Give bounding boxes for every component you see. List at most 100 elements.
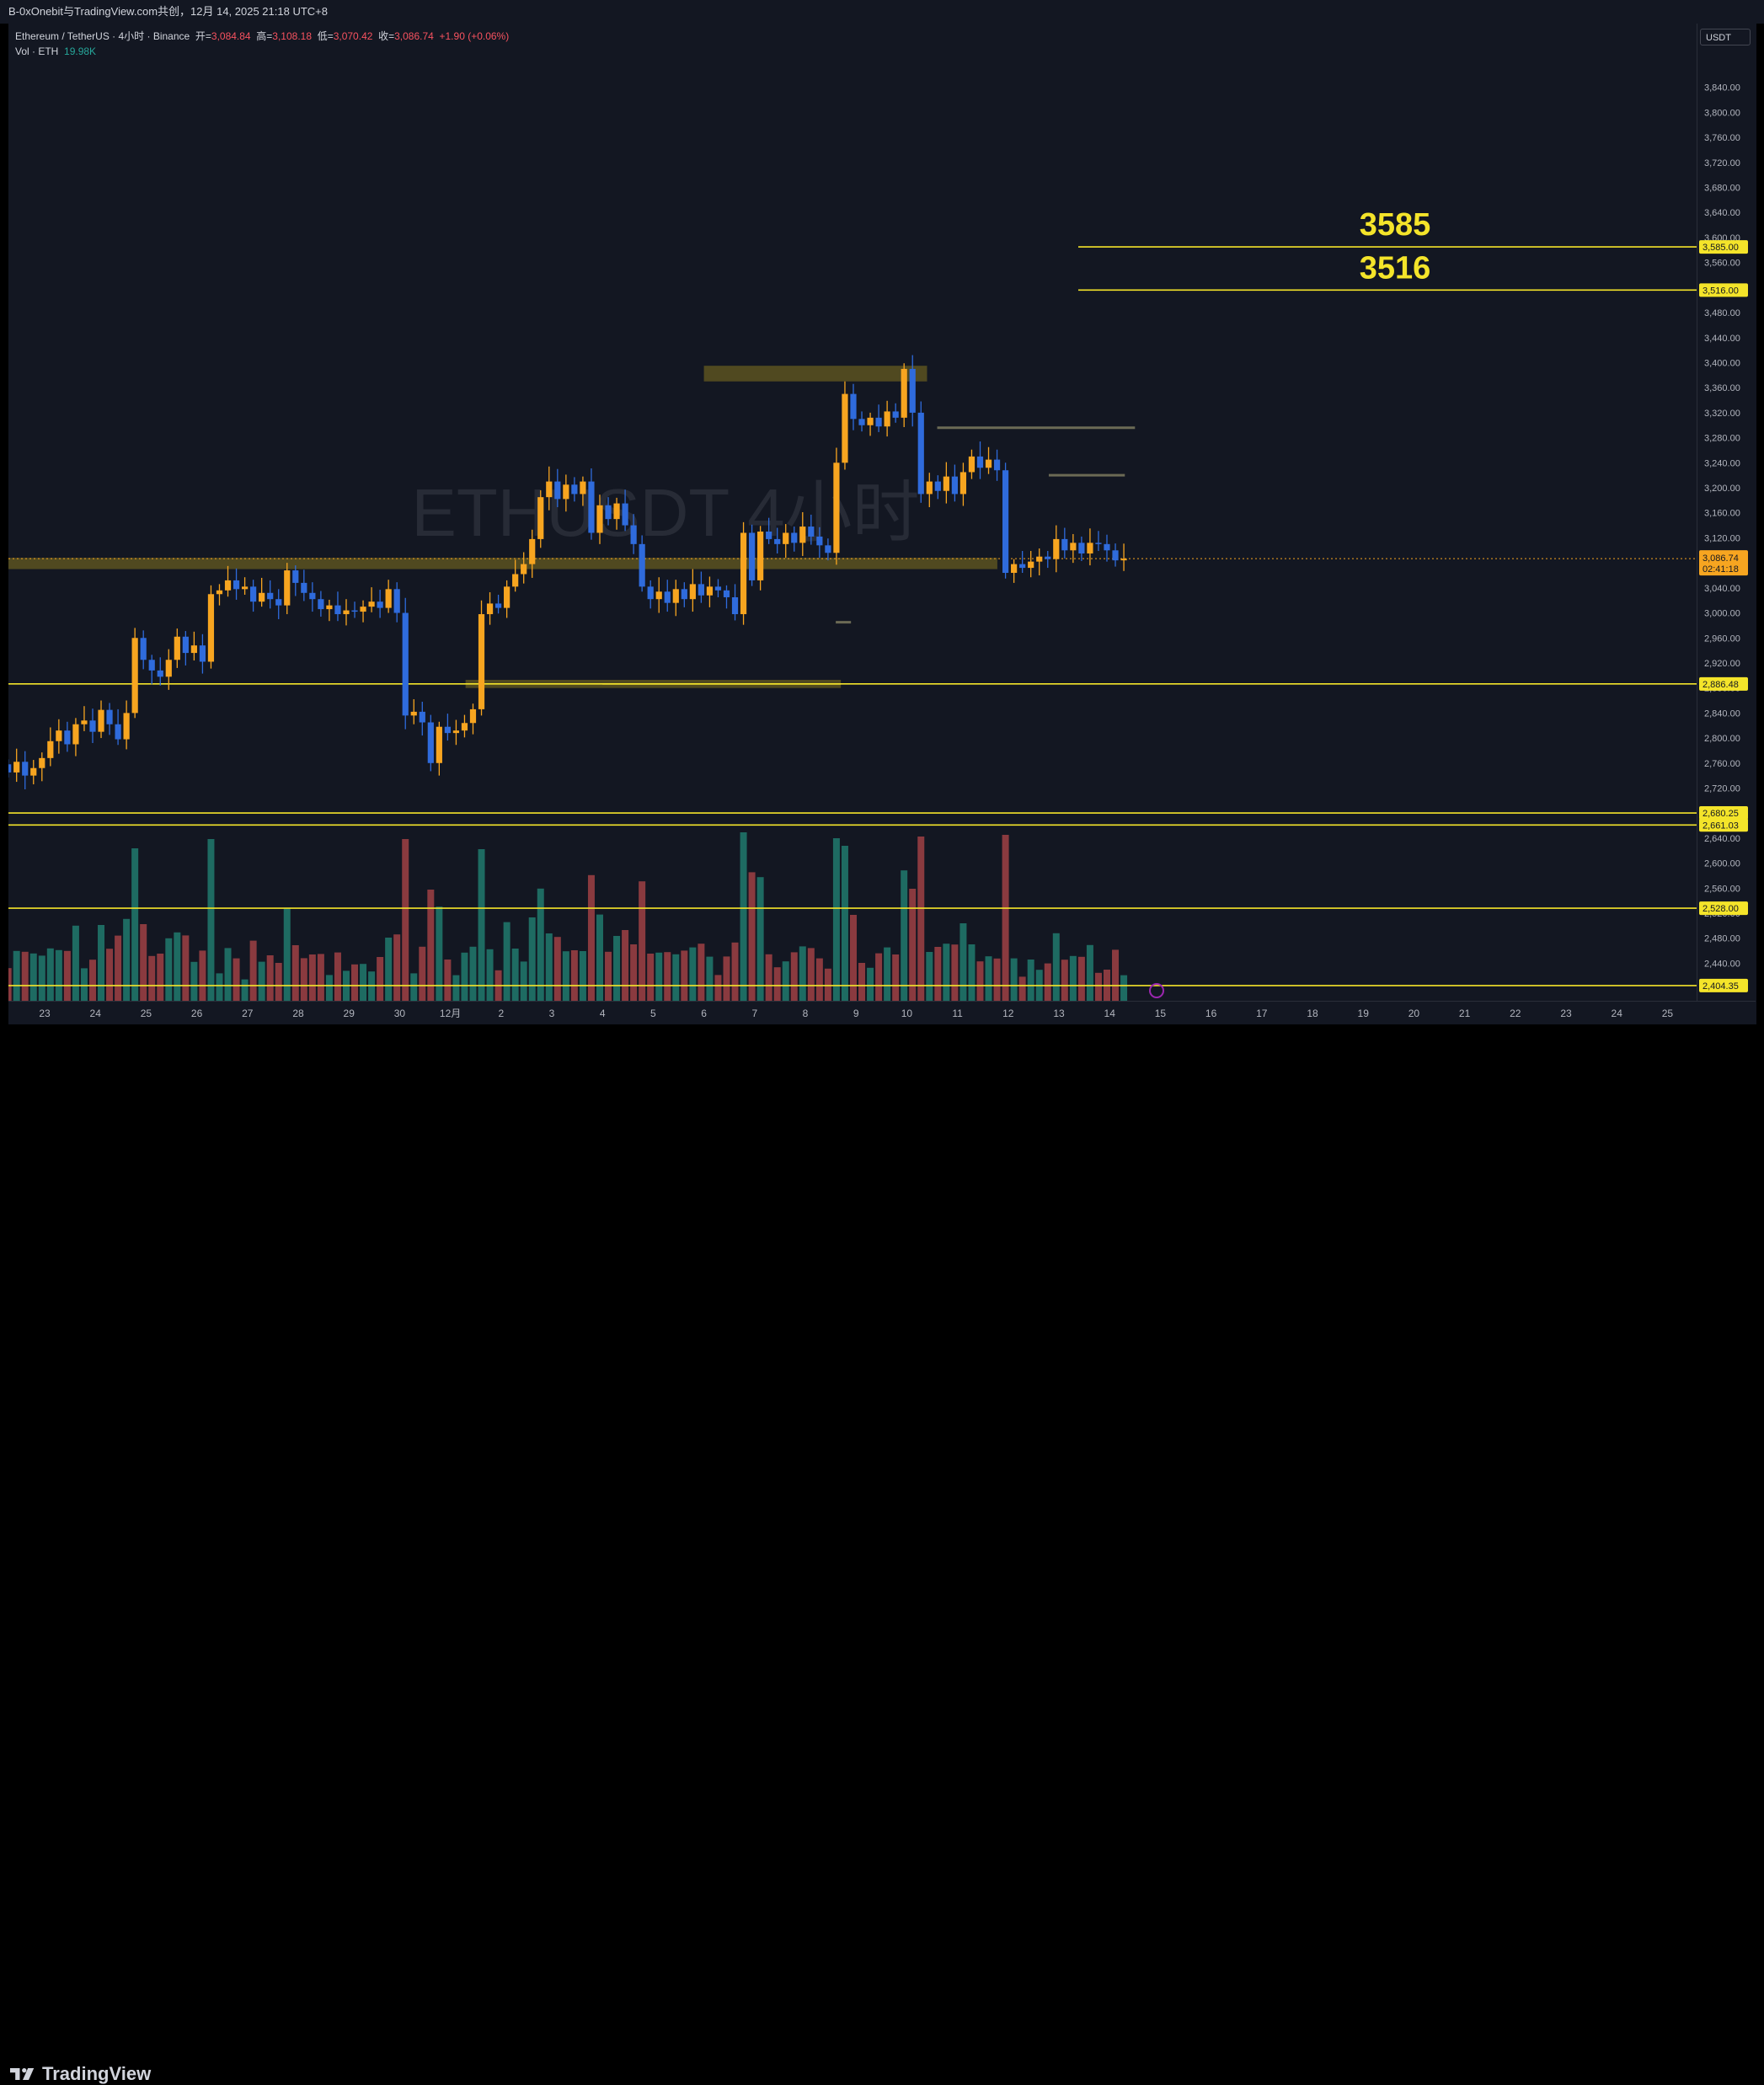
- currency-selector[interactable]: USDT: [1700, 29, 1751, 45]
- legend-high-label: 高=: [256, 30, 273, 42]
- candle-body: [867, 417, 874, 425]
- volume-bar: [444, 960, 452, 1001]
- volume-bar: [190, 961, 198, 1001]
- volume-bar: [545, 933, 553, 1001]
- price-tick-label: 2,800.00: [1704, 734, 1740, 744]
- volume-bar: [748, 872, 756, 1001]
- volume-bar: [140, 924, 147, 1001]
- volume-bar: [461, 952, 468, 1001]
- level-price-badge-text: 2,886.48: [1703, 680, 1739, 690]
- volume-bar: [224, 948, 232, 1001]
- price-tick-label: 3,640.00: [1704, 208, 1740, 218]
- legend-open-label: 开=: [195, 30, 211, 42]
- candle-body: [757, 532, 764, 580]
- time-tick-label: 18: [1307, 1008, 1318, 1019]
- candle-body: [951, 476, 958, 495]
- candle-body: [318, 599, 324, 610]
- volume-bar: [976, 961, 984, 1001]
- level-price-badge: [1699, 806, 1748, 821]
- current-price-badge: [1699, 550, 1748, 576]
- candle-body: [72, 724, 79, 745]
- candle-body: [571, 484, 578, 495]
- candle-body: [1036, 556, 1043, 562]
- volume-bar: [901, 870, 908, 1001]
- volume-bar: [698, 944, 705, 1001]
- time-axis[interactable]: 23 24 25 26 27 28 29 30 12月 2 3 4 5 6 7 8 9 10 11 12 13 14 15 1…: [8, 1001, 1756, 1025]
- volume-bar: [824, 968, 831, 1001]
- price-tick-label: 2,720.00: [1704, 783, 1740, 794]
- volume-bar: [655, 952, 663, 1001]
- candle-body: [452, 730, 460, 734]
- price-tick-label: 3,280.00: [1704, 434, 1740, 444]
- volume-bar: [985, 956, 992, 1001]
- replay-icon: [1149, 983, 1164, 998]
- candle-body: [275, 599, 282, 606]
- volume-bar: [689, 947, 697, 1001]
- time-tick-label: 29: [344, 1008, 355, 1019]
- candle-body: [216, 590, 223, 595]
- candle-body: [123, 713, 130, 740]
- time-tick-label: 19: [1358, 1008, 1370, 1019]
- volume-bar: [283, 908, 291, 1001]
- level-price-badge: [1699, 818, 1748, 832]
- price-tick-label: 2,560.00: [1704, 884, 1740, 894]
- legend-volume-row: Vol · ETH 19.98K: [15, 44, 509, 59]
- candle-body: [22, 762, 29, 776]
- candle-body: [588, 481, 595, 533]
- volume-bar: [832, 838, 840, 1001]
- volume-bar: [773, 967, 781, 1001]
- volume-bar: [858, 963, 866, 1001]
- volume-bar: [799, 946, 806, 1001]
- volume-bar: [1069, 955, 1077, 1001]
- legend-symbol[interactable]: Ethereum / TetherUS · 4小时 · Binance: [15, 30, 190, 42]
- legend-close: 3,086.74: [394, 30, 434, 42]
- volume-bar: [1052, 933, 1060, 1001]
- tradingview-logo[interactable]: TradingView: [10, 2063, 151, 2085]
- level-price-badge-text: 3,585.00: [1703, 243, 1739, 253]
- time-tick-label: 27: [242, 1008, 254, 1019]
- time-tick-label: 12: [1002, 1008, 1014, 1019]
- candle-body: [267, 592, 274, 600]
- time-tick-label: 7: [751, 1008, 757, 1019]
- candle-body: [529, 538, 536, 564]
- candle-body: [351, 610, 358, 612]
- time-axis-labels: 23 24 25 26 27 28 29 30 12月 2 3 4 5 6 7 8 9 10 11 12 13 14 15 1…: [39, 1008, 1673, 1019]
- candle-body: [89, 720, 96, 732]
- time-tick-label: 26: [191, 1008, 203, 1019]
- candle-body: [13, 762, 20, 773]
- level-annotation: 3516: [1360, 250, 1431, 286]
- price-tick-label: 3,200.00: [1704, 484, 1740, 494]
- candle-body: [199, 645, 206, 662]
- volume-bar: [790, 952, 798, 1001]
- price-tick-label: 3,320.00: [1704, 409, 1740, 419]
- volume-bar: [1061, 960, 1068, 1001]
- level-price-badge-text: 2,404.35: [1703, 981, 1739, 992]
- time-tick-label: 5: [650, 1008, 656, 1019]
- price-tick-label: 3,560.00: [1704, 259, 1740, 269]
- candle-body: [1078, 543, 1085, 553]
- candle-body: [546, 481, 553, 498]
- legend-vol-label[interactable]: Vol · ETH: [15, 45, 59, 57]
- volume-bar: [917, 837, 925, 1001]
- price-tick-label: 2,640.00: [1704, 834, 1740, 844]
- candlestick-chart[interactable]: ETHUSDT 4小时 3585 3516: [4, 24, 1697, 1001]
- legend-low: 3,070.42: [333, 30, 373, 42]
- level-annotation: 3585: [1360, 207, 1431, 243]
- candle-body: [563, 484, 569, 500]
- price-axis[interactable]: 2,440.002,480.002,520.002,560.002,600.00…: [1697, 24, 1756, 1024]
- candle-body: [993, 459, 1001, 471]
- level-price-badge-text: 2,661.03: [1703, 821, 1739, 831]
- price-tick-label: 3,720.00: [1704, 158, 1740, 168]
- volume-bar: [875, 953, 883, 1001]
- chart-area[interactable]: ETHUSDT 4小时 3585 3516: [4, 24, 1697, 1024]
- candle-body: [791, 532, 798, 543]
- volume-bar: [934, 947, 942, 1001]
- time-tick-label: 9: [853, 1008, 859, 1019]
- price-tick-label: 3,800.00: [1704, 108, 1740, 118]
- candle-body: [360, 607, 366, 612]
- level-price-badge-text: 2,528.00: [1703, 904, 1739, 914]
- candle-body: [748, 532, 756, 580]
- candle-body: [943, 476, 949, 491]
- volume-bar: [605, 951, 612, 1001]
- time-tick-label: 25: [141, 1008, 152, 1019]
